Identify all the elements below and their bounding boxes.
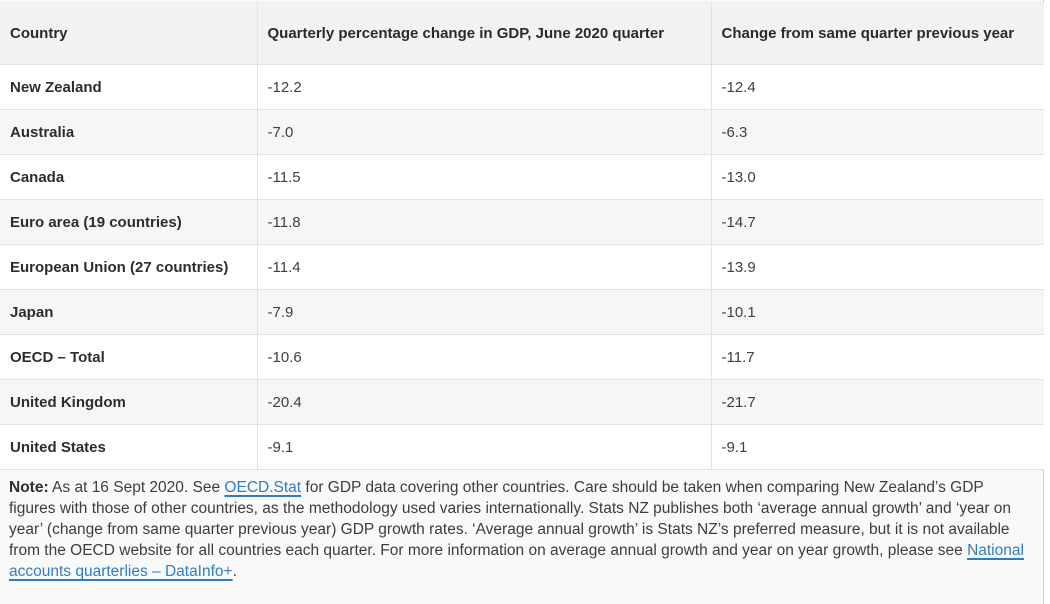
country-cell: OECD – Total	[0, 334, 258, 380]
country-cell: United States	[0, 424, 258, 470]
quarterly-change-cell: -11.8	[257, 199, 712, 245]
table-row: European Union (27 countries) -11.4 -13.…	[0, 244, 1044, 290]
country-cell: United Kingdom	[0, 379, 258, 425]
country-cell: Australia	[0, 109, 258, 155]
annual-change-cell: -10.1	[711, 289, 1044, 335]
table-row: OECD – Total -10.6 -11.7	[0, 334, 1044, 380]
table-row: New Zealand -12.2 -12.4	[0, 64, 1044, 110]
national-accounts-quarterlies-link[interactable]: National accounts quarterlies – DataInfo…	[9, 542, 1024, 580]
country-cell: European Union (27 countries)	[0, 244, 258, 290]
note-text: .	[232, 563, 237, 580]
annual-change-cell: -6.3	[711, 109, 1044, 155]
country-cell: Japan	[0, 289, 258, 335]
quarterly-change-cell: -20.4	[257, 379, 712, 425]
annual-change-cell: -14.7	[711, 199, 1044, 245]
table-row: Euro area (19 countries) -11.8 -14.7	[0, 199, 1044, 245]
quarterly-change-cell: -9.1	[257, 424, 712, 470]
column-header-annual-change: Change from same quarter previous year	[711, 2, 1044, 65]
note-text: for GDP data covering other countries. C…	[9, 479, 1012, 559]
annual-change-cell: -13.0	[711, 154, 1044, 200]
column-header-quarterly-change: Quarterly percentage change in GDP, June…	[257, 2, 712, 65]
note: Note: As at 16 Sept 2020. See OECD.Stat …	[0, 470, 1043, 582]
quarterly-change-cell: -12.2	[257, 64, 712, 110]
quarterly-change-cell: -10.6	[257, 334, 712, 380]
table-row: United Kingdom -20.4 -21.7	[0, 379, 1044, 425]
table-row: Australia -7.0 -6.3	[0, 109, 1044, 155]
header-row: Country Quarterly percentage change in G…	[0, 2, 1044, 65]
annual-change-cell: -21.7	[711, 379, 1044, 425]
annual-change-cell: -13.9	[711, 244, 1044, 290]
quarterly-change-cell: -7.0	[257, 109, 712, 155]
country-cell: Euro area (19 countries)	[0, 199, 258, 245]
country-cell: Canada	[0, 154, 258, 200]
annual-change-cell: -11.7	[711, 334, 1044, 380]
quarterly-change-cell: -11.5	[257, 154, 712, 200]
column-header-country: Country	[0, 2, 258, 65]
gdp-table: Country Quarterly percentage change in G…	[0, 2, 1044, 470]
note-text: As at 16 Sept 2020. See	[48, 479, 225, 496]
country-cell: New Zealand	[0, 64, 258, 110]
quarterly-change-cell: -11.4	[257, 244, 712, 290]
table-row: Japan -7.9 -10.1	[0, 289, 1044, 335]
annual-change-cell: -9.1	[711, 424, 1044, 470]
annual-change-cell: -12.4	[711, 64, 1044, 110]
table-row: Canada -11.5 -13.0	[0, 154, 1044, 200]
quarterly-change-cell: -7.9	[257, 289, 712, 335]
note-label: Note:	[9, 479, 49, 496]
oecd-stat-link[interactable]: OECD.Stat	[224, 479, 302, 496]
table-row: United States -9.1 -9.1	[0, 424, 1044, 470]
